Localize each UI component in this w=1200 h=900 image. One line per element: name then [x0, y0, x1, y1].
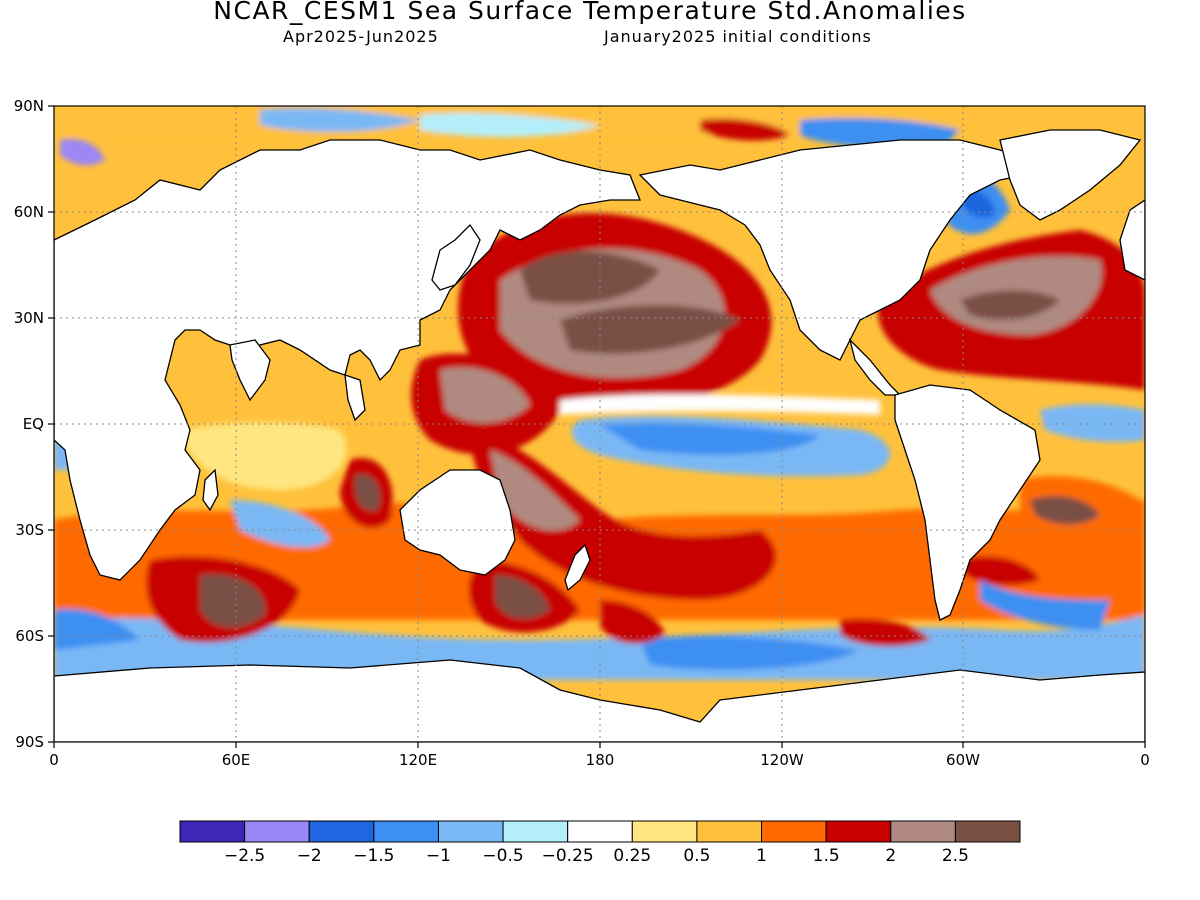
colorbar-label: −0.25 [542, 846, 594, 866]
lon-label: 0 [1140, 751, 1150, 769]
colorbar-swatch [631, 820, 698, 843]
lon-label: 60W [946, 751, 980, 769]
colorbar-swatch [244, 820, 310, 843]
colorbar-label: −2 [297, 846, 322, 866]
colorbar: −2.5 −2 −1.5 −1 −0.5 −0.25 0.25 0.5 1 1.5 2 2.5 [179, 820, 1021, 866]
colorbar-swatch [890, 820, 956, 843]
colorbar-swatch [761, 820, 827, 843]
land-masses [54, 129, 1145, 742]
colorbar-swatch [567, 820, 633, 843]
lon-label: 0 [49, 751, 59, 769]
latitude-labels: 90N 60N 30N EQ 30S 60S 90S [14, 97, 44, 751]
axis-ticks [48, 105, 1146, 748]
colorbar-label: 2.5 [942, 846, 969, 866]
colorbar-label: 1.5 [813, 846, 840, 866]
lat-label: 60S [15, 627, 44, 645]
colorbar-label: 2 [885, 846, 896, 866]
colorbar-swatch [825, 820, 892, 843]
colorbar-label: −2.5 [224, 846, 265, 866]
colorbar-swatch [696, 820, 763, 843]
colorbar-swatch [308, 820, 375, 843]
colorbar-label: −1.5 [353, 846, 394, 866]
lat-label: 30S [15, 521, 44, 539]
colorbar-label: 1 [756, 846, 767, 866]
colorbar-label: 0.5 [683, 846, 710, 866]
colorbar-swatch [373, 820, 439, 843]
colorbar-label: −0.5 [482, 846, 523, 866]
colorbar-label: −1 [426, 846, 451, 866]
initial-conditions: January2025 initial conditions [604, 27, 872, 46]
sst-anomaly-field [54, 106, 1145, 742]
colorbar-swatch [179, 820, 246, 843]
lon-label: 60E [222, 751, 251, 769]
lat-label: 90N [14, 97, 44, 115]
colorbar-swatch [954, 820, 1021, 843]
map-title: NCAR_CESM1 Sea Surface Temperature Std.A… [213, 0, 967, 25]
lon-label: 120W [760, 751, 804, 769]
colorbar-swatch [437, 820, 504, 843]
graticule [54, 106, 1145, 742]
colorbar-swatch [502, 820, 569, 843]
longitude-labels: 0 60E 120E 180 120W 60W 0 [49, 751, 1150, 769]
lon-label: 120E [399, 751, 437, 769]
lat-label: EQ [23, 415, 44, 433]
colorbar-label: 0.25 [613, 846, 651, 866]
lat-label: 30N [14, 309, 44, 327]
lat-label: 90S [15, 733, 44, 751]
lon-label: 180 [586, 751, 615, 769]
lat-label: 60N [14, 203, 44, 221]
forecast-period: Apr2025-Jun2025 [283, 27, 439, 46]
